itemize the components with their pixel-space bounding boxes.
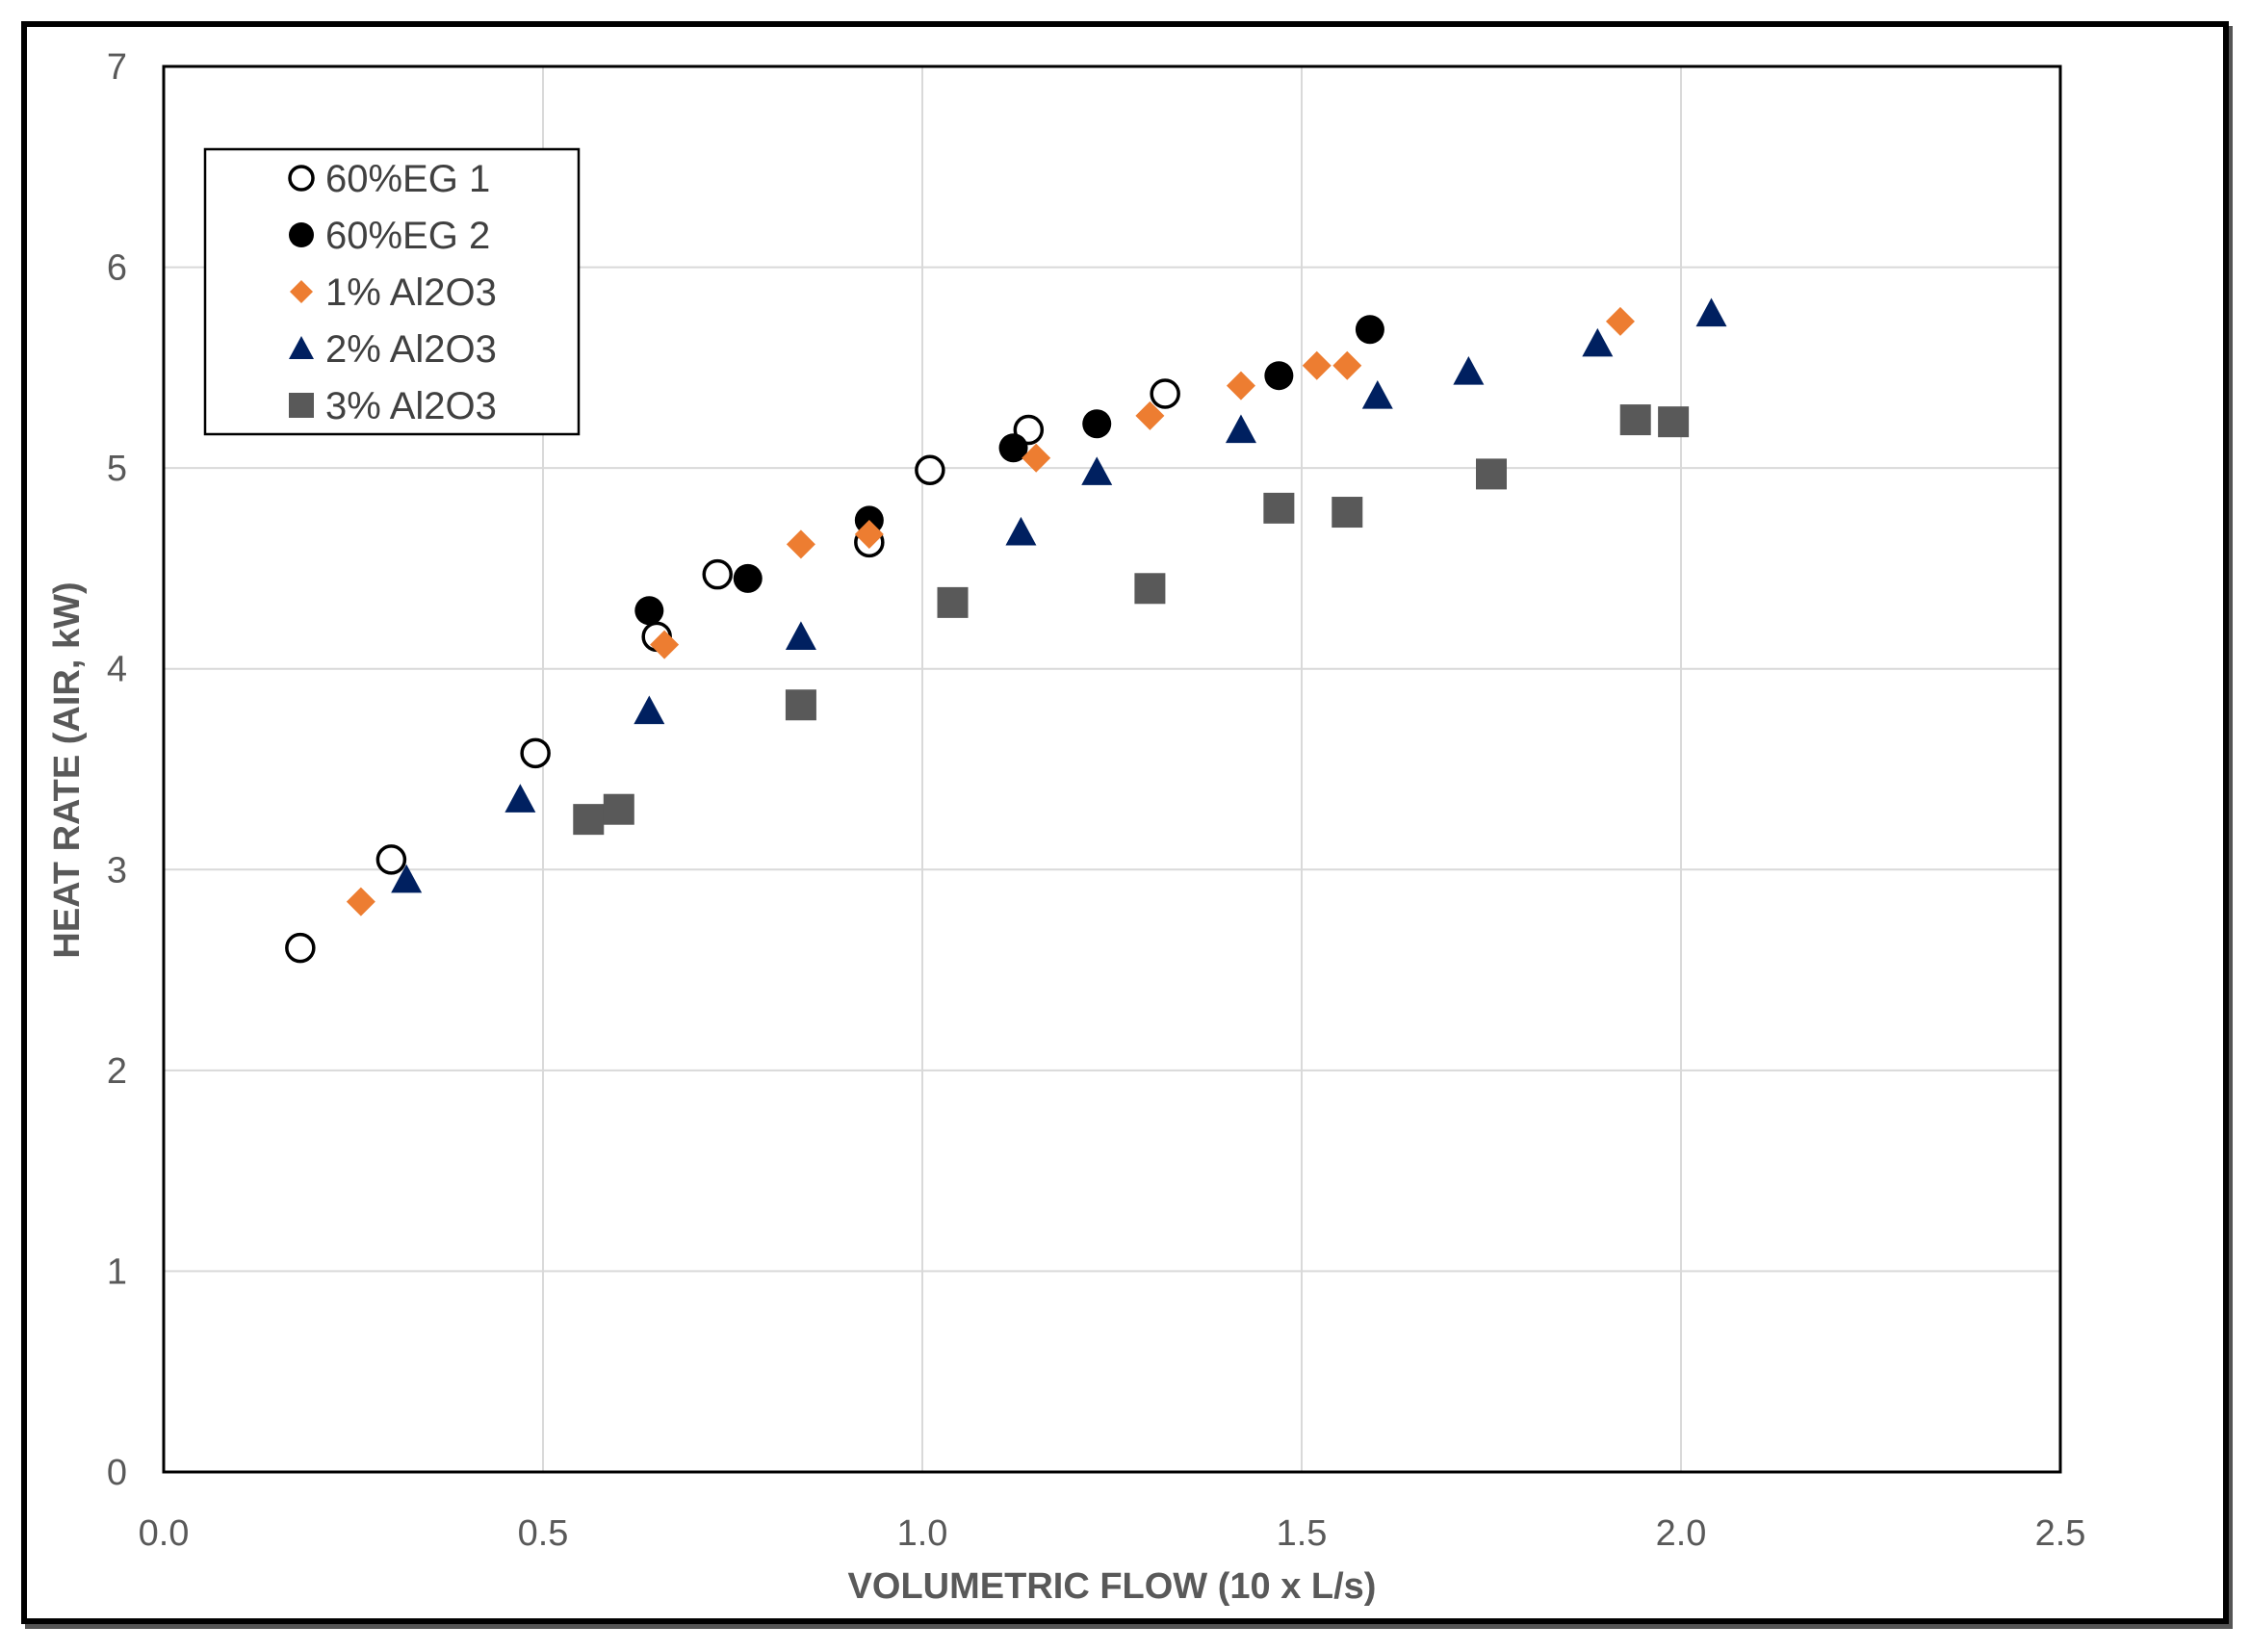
y-tick-label: 7 xyxy=(107,47,127,88)
data-point xyxy=(785,621,816,650)
data-point xyxy=(1619,404,1651,436)
series-60-eg-2 xyxy=(634,315,1384,626)
y-tick-label: 2 xyxy=(107,1051,127,1092)
data-point xyxy=(346,887,375,916)
legend-marker xyxy=(290,280,313,303)
data-point xyxy=(634,695,665,725)
y-tick-label: 5 xyxy=(107,449,127,489)
data-point xyxy=(1582,327,1614,357)
data-point xyxy=(1605,306,1635,336)
legend-label: 2% Al2O3 xyxy=(325,328,497,371)
x-tick-label: 2.0 xyxy=(1656,1513,1707,1554)
data-point xyxy=(1361,380,1393,409)
data-point xyxy=(520,737,551,769)
legend-marker xyxy=(289,336,314,360)
data-point xyxy=(1264,361,1294,391)
data-point xyxy=(573,804,605,836)
data-point xyxy=(1225,414,1256,444)
x-tick-label: 2.5 xyxy=(2035,1513,2086,1554)
series-3-al2o3 xyxy=(573,404,1690,836)
data-point xyxy=(1695,297,1727,327)
data-point xyxy=(650,630,680,659)
data-point xyxy=(1453,356,1485,385)
legend-marker xyxy=(289,222,314,247)
data-point xyxy=(1081,456,1113,485)
data-point xyxy=(504,784,536,813)
x-tick-label: 1.5 xyxy=(1277,1513,1328,1554)
x-tick-label: 0.0 xyxy=(139,1513,190,1554)
data-point xyxy=(1022,443,1051,473)
data-point xyxy=(998,433,1028,463)
data-point xyxy=(1302,350,1332,380)
series-2-al2o3 xyxy=(391,297,1727,893)
data-point xyxy=(702,558,733,590)
data-point xyxy=(603,793,634,825)
y-tick-label: 1 xyxy=(107,1252,127,1292)
data-point xyxy=(733,563,763,593)
data-point xyxy=(1332,350,1362,380)
data-point xyxy=(1134,573,1166,605)
data-point xyxy=(1005,516,1037,546)
data-point xyxy=(1082,409,1112,439)
y-tick-label: 6 xyxy=(107,248,127,289)
data-point xyxy=(915,454,945,485)
data-point xyxy=(786,529,815,559)
legend-marker xyxy=(289,393,314,418)
series-1-al2o3 xyxy=(346,306,1635,916)
x-axis-title: VOLUMETRIC FLOW (10 x L/s) xyxy=(848,1566,1377,1607)
legend-box xyxy=(203,147,581,436)
legend: 60%EG 1 60%EG 2 1% Al2O3 2% Al2O3 3% Al2O3 xyxy=(203,147,581,436)
data-point xyxy=(785,689,816,721)
legend-label: 60%EG 1 xyxy=(325,158,490,200)
y-tick-label: 0 xyxy=(107,1453,127,1493)
data-point xyxy=(285,932,316,964)
y-axis-title: HEAT RATE (AIR, kW) xyxy=(47,581,88,958)
data-point xyxy=(634,596,664,626)
y-tick-label: 4 xyxy=(107,650,127,690)
data-point xyxy=(1332,497,1363,529)
plot-area xyxy=(162,65,2062,1474)
data-point xyxy=(1355,315,1384,345)
data-point xyxy=(1226,371,1255,400)
data-point xyxy=(1476,458,1507,490)
data-point xyxy=(1150,378,1180,409)
data-point xyxy=(391,864,423,893)
legend-marker xyxy=(288,165,315,192)
data-point xyxy=(854,519,884,549)
tick-labels: 0 1 2 3 4 5 6 7 0.0 0.5 1.0 1.5 2.0 2.5 xyxy=(107,47,2086,1554)
data-point xyxy=(1658,406,1690,438)
data-point xyxy=(375,844,407,875)
data-points xyxy=(285,297,1727,964)
x-tick-label: 1.0 xyxy=(897,1513,948,1554)
series-60-eg-1 xyxy=(285,378,1180,964)
legend-label: 60%EG 2 xyxy=(325,215,490,257)
data-point xyxy=(937,586,969,618)
data-point xyxy=(1263,492,1295,524)
x-tick-label: 0.5 xyxy=(518,1513,569,1554)
legend-label: 3% Al2O3 xyxy=(325,385,497,427)
data-point xyxy=(1135,400,1165,430)
grid-lines xyxy=(164,66,2060,1472)
legend-label: 1% Al2O3 xyxy=(325,271,497,314)
y-tick-label: 3 xyxy=(107,850,127,891)
